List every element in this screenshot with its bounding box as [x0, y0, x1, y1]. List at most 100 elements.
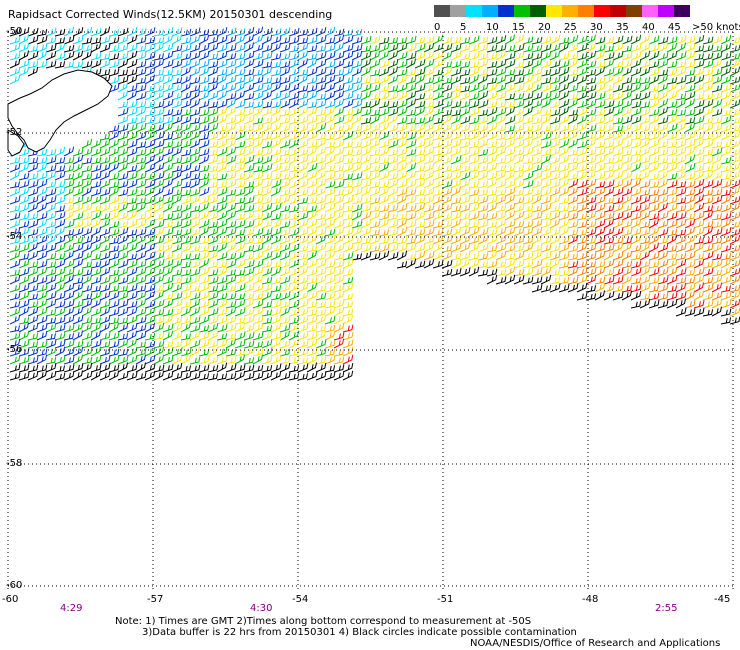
wind-barb	[315, 339, 327, 349]
wind-barb	[189, 330, 201, 341]
wind-barb	[378, 171, 390, 181]
wind-barb	[63, 259, 75, 269]
wind-barb	[9, 36, 21, 45]
wind-barb	[360, 204, 372, 213]
wind-barb	[729, 234, 740, 245]
wind-barb	[522, 52, 534, 61]
wind-barb	[117, 299, 129, 309]
wind-barb	[558, 236, 570, 245]
wind-barb	[405, 148, 417, 157]
wind-barb	[369, 252, 381, 261]
wind-barb	[315, 99, 327, 109]
wind-barb	[468, 189, 480, 197]
wind-barb	[252, 307, 264, 317]
wind-barb	[243, 170, 255, 181]
wind-barb	[531, 212, 543, 221]
wind-barb	[351, 253, 362, 261]
wind-barb	[405, 155, 417, 165]
wind-barb	[369, 139, 381, 149]
wind-barb	[171, 220, 183, 229]
wind-barb	[171, 34, 182, 45]
wind-barb	[639, 202, 651, 213]
wind-barb	[450, 268, 462, 277]
wind-barb	[567, 234, 579, 245]
wind-barb	[54, 372, 66, 381]
wind-barb	[144, 234, 156, 245]
wind-barb	[486, 202, 498, 213]
wind-barb	[324, 37, 336, 45]
wind-barb	[648, 268, 660, 277]
wind-barb	[261, 365, 273, 373]
wind-barb	[567, 157, 579, 165]
wind-barb	[81, 37, 92, 45]
wind-barb	[99, 138, 111, 149]
wind-barb	[720, 34, 732, 45]
wind-barb	[702, 156, 714, 165]
wind-barb	[369, 181, 381, 189]
wind-barb	[99, 35, 111, 45]
wind-barb	[324, 123, 336, 133]
wind-barb	[522, 252, 534, 261]
wind-barb	[540, 60, 552, 69]
wind-barb	[396, 37, 407, 45]
wind-barb	[207, 60, 219, 69]
wind-barb	[81, 316, 93, 325]
wind-barb	[36, 172, 48, 181]
wind-barb	[567, 266, 579, 277]
wind-barb	[594, 211, 606, 221]
wind-barb	[108, 348, 120, 357]
wind-barb	[594, 44, 606, 53]
wind-barb	[630, 133, 642, 141]
wind-barb	[162, 355, 174, 365]
wind-barb	[468, 61, 480, 69]
wind-barb	[180, 365, 191, 373]
wind-barb	[720, 98, 732, 109]
wind-barb	[369, 171, 381, 181]
wind-barb	[171, 307, 183, 317]
wind-barb	[297, 91, 309, 101]
wind-barb	[207, 122, 219, 133]
wind-barb	[648, 242, 659, 253]
wind-barb	[108, 285, 120, 293]
wind-barb	[288, 228, 300, 237]
wind-barb	[468, 221, 480, 229]
wind-barb	[297, 85, 309, 93]
wind-barb	[234, 299, 246, 309]
wind-barb	[567, 195, 579, 205]
wind-barb	[630, 290, 642, 301]
wind-barb	[297, 323, 309, 333]
wind-barb	[180, 236, 192, 245]
latitude-label: -58	[6, 458, 23, 469]
wind-barb	[45, 220, 57, 229]
wind-barb	[405, 253, 416, 261]
wind-barb	[702, 244, 714, 253]
wind-barb	[324, 26, 336, 37]
wind-barb	[729, 99, 740, 109]
wind-barb	[144, 243, 156, 253]
wind-barb	[567, 163, 579, 173]
wind-barb	[207, 330, 219, 341]
wind-barb	[306, 259, 318, 269]
wind-barb	[63, 35, 75, 45]
wind-barb	[522, 171, 534, 181]
wind-barb	[171, 258, 183, 269]
wind-barb	[216, 347, 228, 357]
wind-barb	[81, 172, 93, 181]
wind-barb	[441, 228, 453, 237]
wind-barb	[720, 227, 732, 237]
wind-barb	[297, 252, 309, 261]
wind-barb	[684, 43, 696, 53]
wind-barb	[315, 348, 327, 357]
wind-barb	[711, 91, 723, 101]
wind-barb	[144, 315, 156, 325]
wind-barb	[207, 195, 219, 205]
wind-barb	[36, 284, 48, 293]
legend-label: 40	[642, 22, 655, 33]
wind-barb	[162, 266, 174, 277]
wind-barb	[144, 228, 156, 237]
wind-barb	[207, 53, 219, 61]
wind-barb	[495, 180, 507, 189]
wind-barb	[342, 205, 354, 213]
wind-barb	[729, 148, 740, 157]
wind-barb	[405, 44, 417, 53]
